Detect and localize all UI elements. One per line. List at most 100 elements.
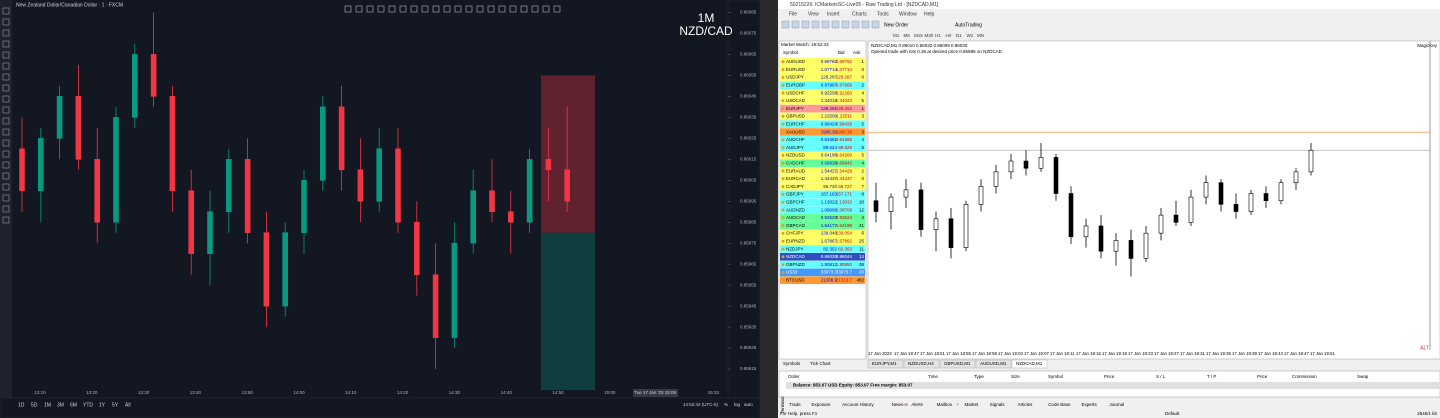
quote-row[interactable] — [780, 89, 865, 97]
quote-row[interactable] — [780, 276, 865, 284]
drawing-tool-icon[interactable] — [498, 5, 506, 13]
quote-row[interactable] — [780, 260, 865, 269]
quote-row[interactable] — [780, 73, 865, 82]
drawing-tool-icon[interactable] — [421, 5, 429, 13]
toolbar-icon[interactable] — [861, 20, 870, 29]
quote-row[interactable] — [780, 112, 865, 121]
menu-item[interactable]: Window — [899, 11, 917, 17]
drawing-tool-icon[interactable] — [520, 5, 528, 13]
timeframe-button[interactable]: 5D — [31, 402, 38, 408]
period-button[interactable]: D1 — [956, 33, 962, 38]
timeframe-button[interactable]: 6M — [70, 402, 77, 408]
menu-item[interactable]: View — [808, 11, 819, 17]
panel-tab[interactable]: Tick Chart — [810, 361, 831, 366]
toolbar-icon[interactable] — [851, 20, 860, 29]
toolbar-icon[interactable] — [801, 20, 810, 29]
drawing-tool-icon[interactable] — [509, 5, 517, 13]
menu-item[interactable]: Tools — [877, 11, 889, 17]
quote-row[interactable] — [780, 175, 865, 183]
period-button[interactable]: M30 — [925, 33, 934, 38]
quote-row[interactable] — [780, 229, 865, 238]
terminal-tab[interactable]: Articles — [1018, 402, 1034, 407]
timeframe-button[interactable]: 1Y — [99, 402, 106, 408]
drawing-tool-icon[interactable] — [388, 5, 396, 13]
drawing-tool-icon[interactable] — [399, 5, 407, 13]
timeframe-button[interactable]: All — [125, 402, 131, 408]
panel-tab[interactable]: Symbols — [783, 361, 801, 366]
autotrading-button[interactable]: AutoTrading — [955, 22, 982, 28]
toolbar-icon[interactable] — [841, 20, 850, 29]
terminal-tab[interactable]: Market — [965, 402, 980, 407]
chart-tab[interactable] — [867, 359, 904, 369]
drawing-tool-icon[interactable] — [553, 5, 561, 13]
terminal-tab[interactable]: Account History — [842, 402, 874, 407]
scale-button[interactable]: log — [734, 402, 741, 407]
quote-row[interactable] — [780, 167, 865, 175]
quote-row[interactable] — [780, 214, 865, 222]
quote-row[interactable] — [780, 81, 865, 89]
quote-row[interactable] — [780, 206, 865, 214]
terminal-tab[interactable]: Code Base — [1048, 402, 1071, 407]
terminal-tab[interactable]: Mailbox — [937, 402, 953, 407]
new-order-button[interactable]: New Order — [884, 22, 909, 28]
menu-item[interactable]: Charts — [852, 11, 867, 17]
quote-row[interactable] — [780, 104, 865, 113]
timeframe-button[interactable]: 1M — [44, 402, 51, 408]
drawing-tool-icon[interactable] — [432, 5, 440, 13]
drawing-tool-icon[interactable] — [487, 5, 495, 13]
toolbar-icon[interactable] — [821, 20, 830, 29]
quote-row[interactable] — [780, 58, 865, 66]
quote-row[interactable] — [780, 65, 865, 74]
quote-row[interactable] — [780, 143, 865, 152]
quote-row[interactable] — [780, 221, 865, 230]
drawing-tool-icon[interactable] — [542, 5, 550, 13]
terminal-tab[interactable]: News — [892, 402, 904, 407]
quote-row[interactable] — [780, 136, 865, 144]
quote-row[interactable] — [780, 190, 865, 199]
menu-item[interactable]: File — [789, 11, 797, 17]
toolbar-icon[interactable] — [781, 20, 790, 29]
drawing-tool-icon[interactable] — [355, 5, 363, 13]
terminal-tab[interactable]: Journal — [1109, 402, 1124, 407]
chart-tab[interactable] — [1011, 359, 1048, 369]
scale-button[interactable]: % — [724, 402, 728, 407]
drawing-tool-icon[interactable] — [443, 5, 451, 13]
chart-tab[interactable] — [903, 359, 940, 369]
period-button[interactable]: H1 — [935, 33, 941, 38]
period-button[interactable]: M5 — [904, 33, 911, 38]
menu-item[interactable]: Help — [924, 11, 935, 17]
drawing-tool-icon[interactable] — [410, 5, 418, 13]
toolbar-icon[interactable] — [811, 20, 820, 29]
terminal-tab[interactable]: Trade — [789, 402, 801, 407]
quote-row[interactable] — [780, 120, 865, 128]
quote-row[interactable] — [780, 253, 865, 261]
quote-row[interactable] — [780, 237, 865, 245]
terminal-tab[interactable]: Alerts — [911, 402, 923, 407]
period-button[interactable]: M1 — [893, 33, 900, 38]
quote-row[interactable] — [780, 97, 865, 105]
menu-item[interactable]: Insert — [827, 11, 840, 17]
terminal-tab[interactable]: Experts — [1082, 402, 1098, 407]
terminal-tab[interactable]: Signals — [990, 402, 1006, 407]
drawing-tool-icon[interactable] — [465, 5, 473, 13]
quote-row[interactable] — [780, 198, 865, 206]
timeframe-button[interactable]: 1D — [18, 402, 25, 408]
terminal-tab[interactable]: Exposure — [812, 402, 832, 407]
scale-button[interactable]: auto — [744, 402, 753, 407]
toolbar-icon[interactable] — [871, 20, 880, 29]
quote-row[interactable] — [780, 159, 865, 167]
toolbar-icon[interactable] — [831, 20, 840, 29]
drawing-tool-icon[interactable] — [344, 5, 352, 13]
quote-row[interactable] — [780, 245, 865, 253]
period-button[interactable]: H4 — [946, 33, 952, 38]
timeframe-button[interactable]: 5Y — [112, 402, 119, 408]
drawing-tool-icon[interactable] — [377, 5, 385, 13]
drawing-tool-icon[interactable] — [454, 5, 462, 13]
timeframe-button[interactable]: 3M — [57, 402, 64, 408]
period-button[interactable]: MN — [977, 33, 984, 38]
quote-row[interactable] — [780, 182, 865, 191]
chart-tab[interactable] — [975, 359, 1012, 369]
toolbar-icon[interactable] — [791, 20, 800, 29]
quote-row[interactable] — [780, 128, 865, 136]
drawing-tool-icon[interactable] — [366, 5, 374, 13]
